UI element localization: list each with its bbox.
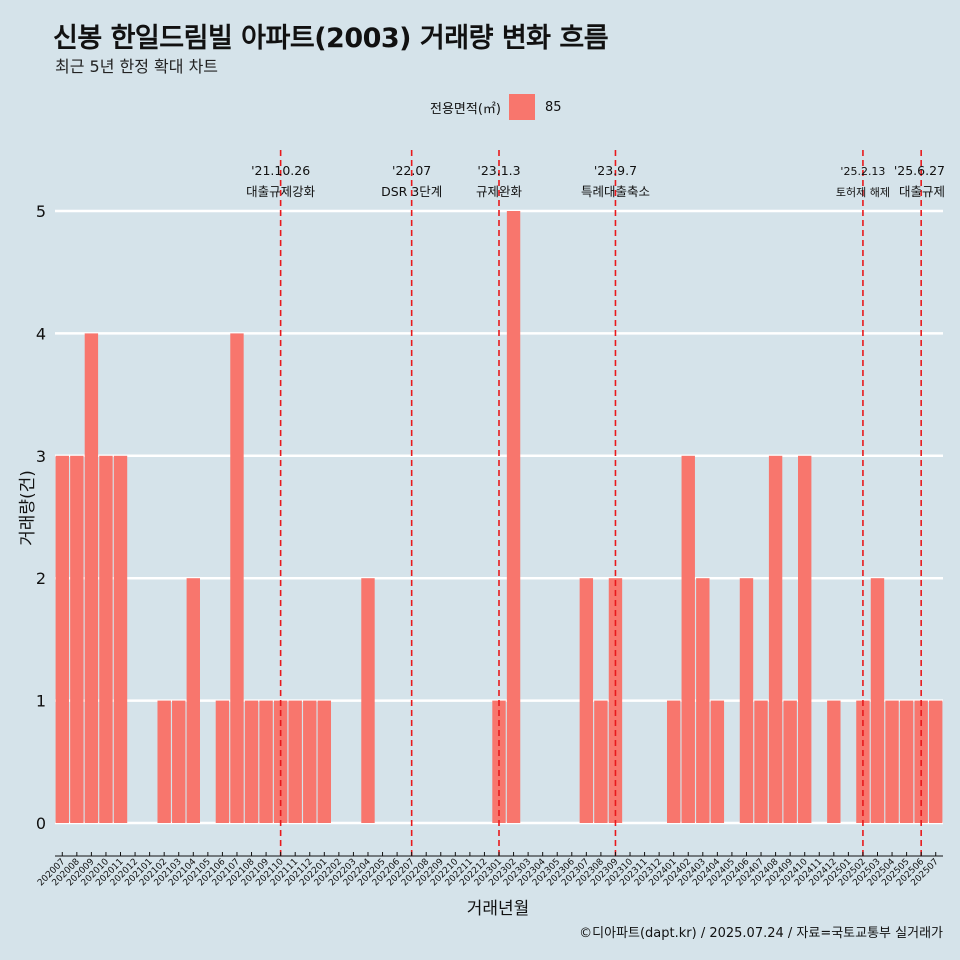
event-label: 토허제 해제 (836, 185, 890, 199)
chart-subtitle: 최근 5년 한정 확대 차트 (55, 57, 219, 76)
bar (288, 700, 302, 823)
source-caption: ©디아파트(dapt.kr) / 2025.07.24 / 자료=국토교통부 실… (579, 926, 943, 941)
event-label: 대출규제 (899, 184, 945, 199)
event-markers: '21.10.26 대출규제강화 '22.07 DSR 3단계 '23.1.3 규제완화 '… (246, 150, 945, 856)
event-label: 특례대출축소 (581, 184, 650, 199)
event-date: '23.9.7 (594, 163, 637, 178)
bar (768, 455, 783, 823)
bar (885, 700, 899, 823)
bar (157, 700, 171, 823)
bar (783, 700, 797, 823)
bar (230, 333, 244, 823)
x-axis-title: 거래년월 (467, 899, 530, 919)
legend: 전용면적(㎡) 85 (430, 94, 562, 120)
chart-title: 신봉 한일드림빌 아파트(2003) 거래량 변화 흐름 (53, 23, 609, 54)
event-date: '25.6.27 (894, 163, 945, 178)
event-label: 대출규제강화 (246, 184, 316, 199)
bar (259, 700, 273, 823)
bar (361, 578, 375, 823)
bar (929, 700, 943, 823)
bar (739, 578, 754, 823)
legend-title: 전용면적(㎡) (430, 101, 501, 117)
bar (798, 455, 812, 823)
y-tick-label: 2 (36, 569, 46, 588)
event-label: DSR 3단계 (381, 184, 442, 199)
event-date: '21.10.26 (251, 163, 310, 178)
bar (186, 578, 200, 823)
bar (754, 700, 768, 823)
y-tick-label: 1 (36, 692, 46, 711)
bars (55, 211, 943, 823)
bar (681, 455, 695, 823)
legend-swatch (508, 94, 535, 120)
bar (113, 455, 128, 823)
y-tick-label: 4 (36, 324, 46, 343)
event-date: '23.1.3 (477, 163, 520, 178)
bar (506, 211, 521, 823)
bar (317, 700, 332, 823)
bar (215, 700, 230, 823)
event-date: '22.07 (392, 163, 431, 178)
y-tick-label: 3 (36, 447, 46, 466)
bar (710, 700, 725, 823)
y-tick-label: 0 (36, 814, 46, 833)
bar (696, 578, 710, 823)
event-label: 규제완화 (476, 184, 523, 199)
bar (303, 700, 317, 823)
bar (70, 455, 84, 823)
legend-item-label: 85 (544, 99, 562, 115)
bar (666, 700, 681, 823)
bar (594, 700, 608, 823)
bar (244, 700, 259, 823)
bar (172, 700, 186, 823)
bar (84, 333, 99, 823)
bar (579, 578, 594, 823)
y-axis-title: 거래량(건) (18, 470, 38, 546)
bar (870, 578, 885, 823)
bar (55, 455, 69, 823)
bar (827, 700, 841, 823)
bar (99, 455, 113, 823)
bar (899, 700, 914, 823)
y-tick-label: 5 (36, 202, 46, 221)
event-date: '25.2.13 (840, 165, 885, 178)
